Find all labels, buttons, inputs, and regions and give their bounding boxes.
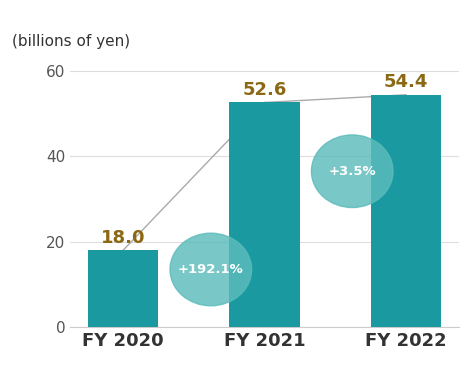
Text: 18.0: 18.0 [101,229,146,247]
Text: 54.4: 54.4 [384,73,428,91]
Bar [371,95,441,327]
Text: (billions of yen): (billions of yen) [12,34,130,49]
Text: +3.5%: +3.5% [328,165,376,178]
Bar [229,103,300,327]
Ellipse shape [170,233,252,306]
Text: +192.1%: +192.1% [178,263,244,276]
Bar [88,250,158,327]
Text: 52.6: 52.6 [242,81,287,99]
Ellipse shape [311,135,393,208]
